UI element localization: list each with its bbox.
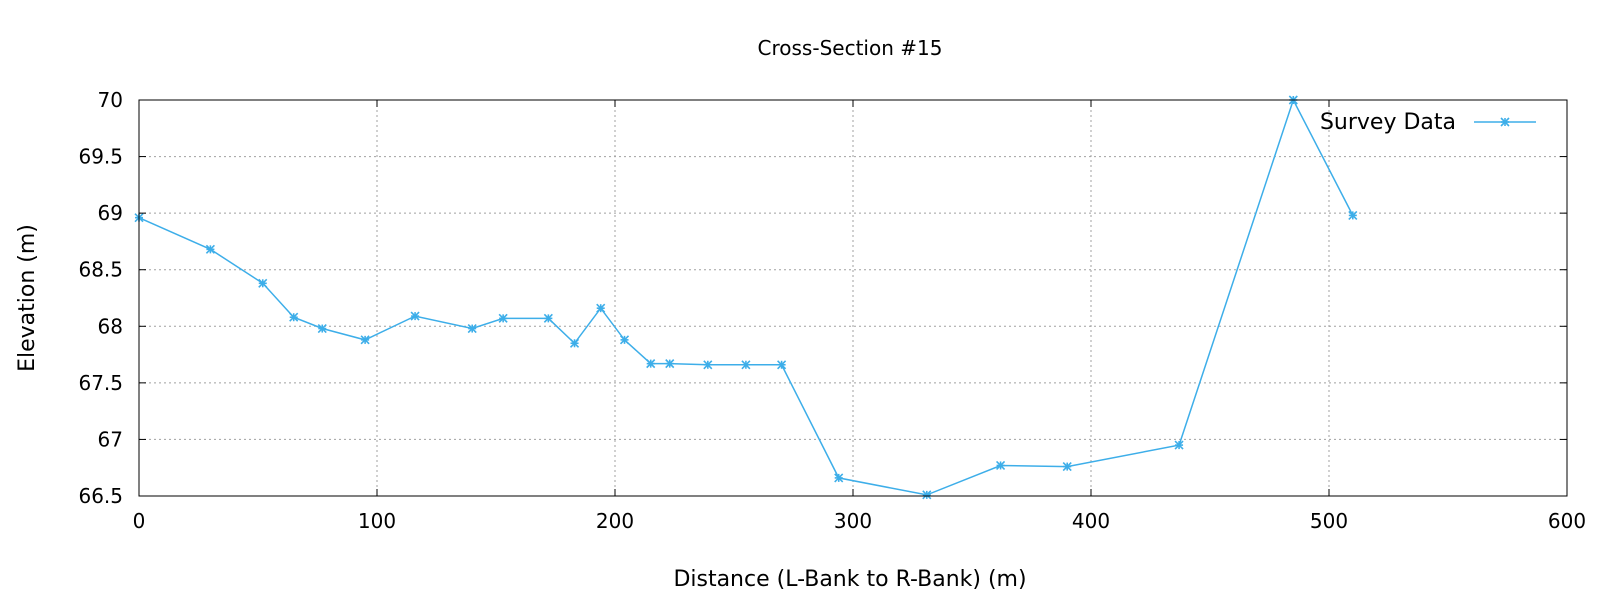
data-point: [665, 359, 675, 369]
x-axis-title: Distance (L-Bank to R-Bank) (m): [673, 567, 1026, 592]
chart-title: Cross-Section #15: [758, 36, 943, 60]
x-tick-label: 400: [1072, 509, 1110, 533]
x-tick-label: 100: [358, 509, 396, 533]
data-point: [995, 460, 1006, 471]
series-line: [138, 98, 1354, 496]
legend-marker: [1500, 117, 1510, 127]
x-tick-label: 600: [1548, 509, 1586, 533]
data-point: [619, 335, 630, 345]
x-axis: 0 100 200 300 400 500 600: [133, 100, 1586, 533]
y-tick-label: 66.5: [78, 484, 123, 508]
x-tick-label: 0: [133, 509, 146, 533]
y-axis-title: Elevation (m): [15, 224, 40, 372]
data-point: [317, 323, 327, 334]
data-point: [498, 313, 508, 323]
data-point: [1062, 462, 1072, 472]
data-point: [596, 303, 606, 313]
legend-label: Survey Data: [1320, 110, 1456, 135]
data-point: [646, 359, 656, 369]
data-point: [360, 335, 370, 345]
data-point: [703, 360, 713, 370]
y-tick-label: 69.5: [78, 145, 123, 169]
series-layer: [134, 95, 1358, 500]
y-tick-label: 67: [98, 427, 123, 451]
data-point: [741, 360, 751, 370]
data-point: [777, 360, 787, 370]
data-point: [569, 338, 580, 348]
data-point: [1348, 210, 1358, 220]
y-tick-label: 68: [98, 314, 123, 338]
data-point: [834, 473, 844, 483]
data-point: [289, 312, 299, 322]
y-tick-label: 69: [98, 201, 123, 225]
y-tick-label: 68.5: [78, 258, 123, 282]
data-point: [205, 244, 215, 254]
y-tick-label: 70: [98, 88, 123, 112]
legend-star-marker: [1500, 117, 1510, 127]
x-tick-label: 500: [1310, 509, 1348, 533]
data-point: [258, 278, 268, 288]
x-tick-label: 200: [596, 509, 634, 533]
data-point: [467, 323, 477, 334]
data-point: [543, 313, 553, 323]
grid: [139, 100, 1567, 496]
legend: Survey Data: [1320, 110, 1536, 135]
y-tick-label: 67.5: [78, 371, 123, 395]
x-tick-label: 300: [834, 509, 872, 533]
y-axis: 66.5 67 67.5 68 68.5 69 69.5 70: [78, 88, 1567, 508]
data-point: [1174, 440, 1184, 450]
data-point: [922, 490, 932, 500]
data-point: [410, 311, 420, 321]
